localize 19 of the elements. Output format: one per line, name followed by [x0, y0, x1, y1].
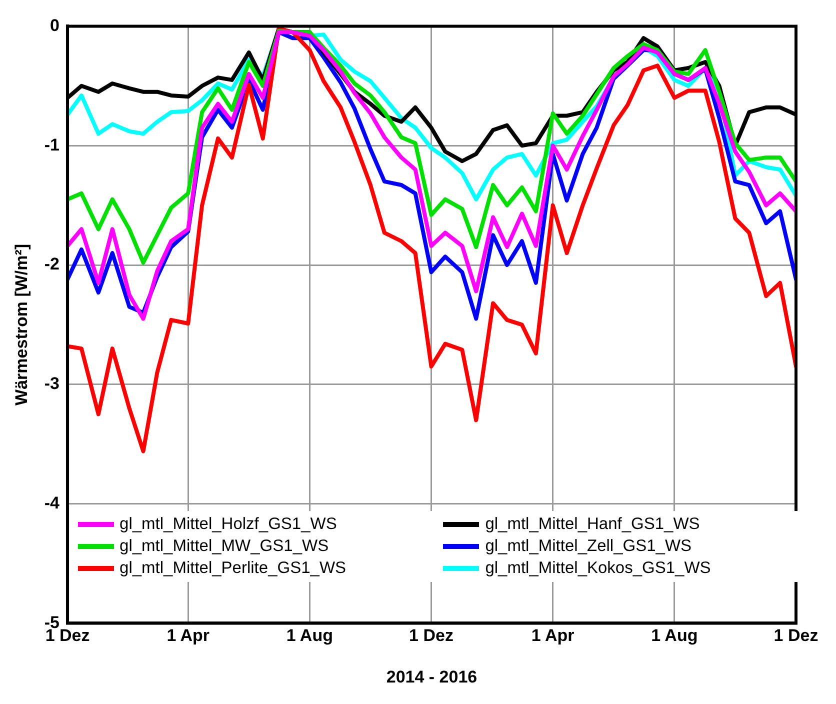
x-tick-label: 1 Dez [774, 626, 818, 646]
legend-label: gl_mtl_Mittel_Hanf_GS1_WS [485, 515, 700, 534]
legend-label: gl_mtl_Mittel_Zell_GS1_WS [485, 537, 692, 556]
y-tick-label: -4 [44, 493, 60, 512]
y-tick-label: -2 [44, 254, 60, 274]
y-tick-label: 0 [50, 16, 60, 35]
y-tick-label: -3 [44, 374, 60, 394]
y-tick-label: -1 [44, 135, 60, 154]
x-tick-label: 1 Apr [166, 626, 210, 646]
x-tick-label: 1 Aug [651, 626, 698, 646]
legend-label: gl_mtl_Mittel_Holzf_GS1_WS [120, 515, 337, 534]
x-axis-title: 2014 - 2016 [386, 667, 478, 686]
x-tick-label: 1 Dez [409, 626, 454, 646]
legend-label: gl_mtl_Mittel_Kokos_GS1_WS [485, 559, 711, 578]
legend-label: gl_mtl_Mittel_MW_GS1_WS [120, 537, 329, 556]
x-tick-label: 1 Aug [286, 626, 333, 646]
legend-label: gl_mtl_Mittel_Perlite_GS1_WS [120, 559, 346, 578]
x-tick-label: 1 Apr [531, 626, 575, 646]
y-axis-title: Wärmestrom [W/m²] [12, 244, 31, 406]
